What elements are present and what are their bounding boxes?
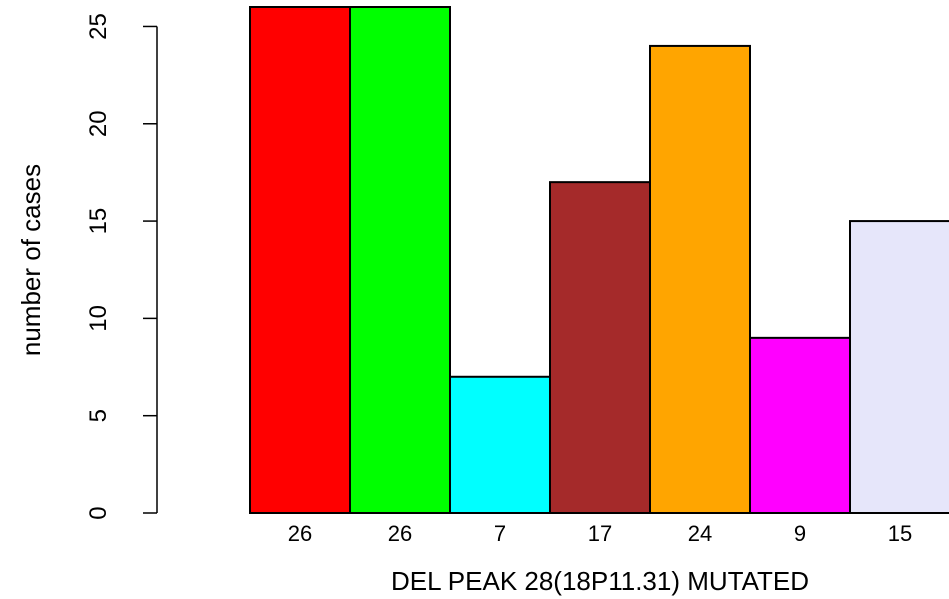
y-tick-label: 0	[85, 506, 112, 519]
y-axis-title: number of cases	[16, 164, 46, 356]
bar-3	[449, 375, 551, 514]
bar-count-label: 26	[288, 521, 312, 546]
y-tick-label: 25	[85, 13, 112, 40]
bar-count-label: 7	[494, 521, 506, 546]
bar-7	[849, 220, 949, 514]
y-tick-label: 10	[85, 305, 112, 332]
y-tick-label: 15	[85, 208, 112, 235]
bar-count-label: 24	[688, 521, 712, 546]
x-axis-title: DEL PEAK 28(18P11.31) MUTATED	[391, 566, 809, 596]
bar-5	[649, 44, 751, 515]
y-axis: 0 5 10 15 20 25	[85, 13, 158, 520]
bar-1	[249, 6, 351, 514]
bar-count-label: 9	[794, 521, 806, 546]
bar-4	[549, 181, 651, 514]
bar-6	[749, 336, 851, 514]
bar-2	[349, 6, 451, 514]
y-tick-label: 5	[85, 409, 112, 422]
bar-labels: 26 26 7 17 24 9 15	[288, 521, 912, 546]
y-tick-label: 20	[85, 110, 112, 137]
bar-count-label: 17	[588, 521, 612, 546]
bar-count-label: 15	[888, 521, 912, 546]
bar-count-label: 26	[388, 521, 412, 546]
bars	[249, 6, 949, 515]
